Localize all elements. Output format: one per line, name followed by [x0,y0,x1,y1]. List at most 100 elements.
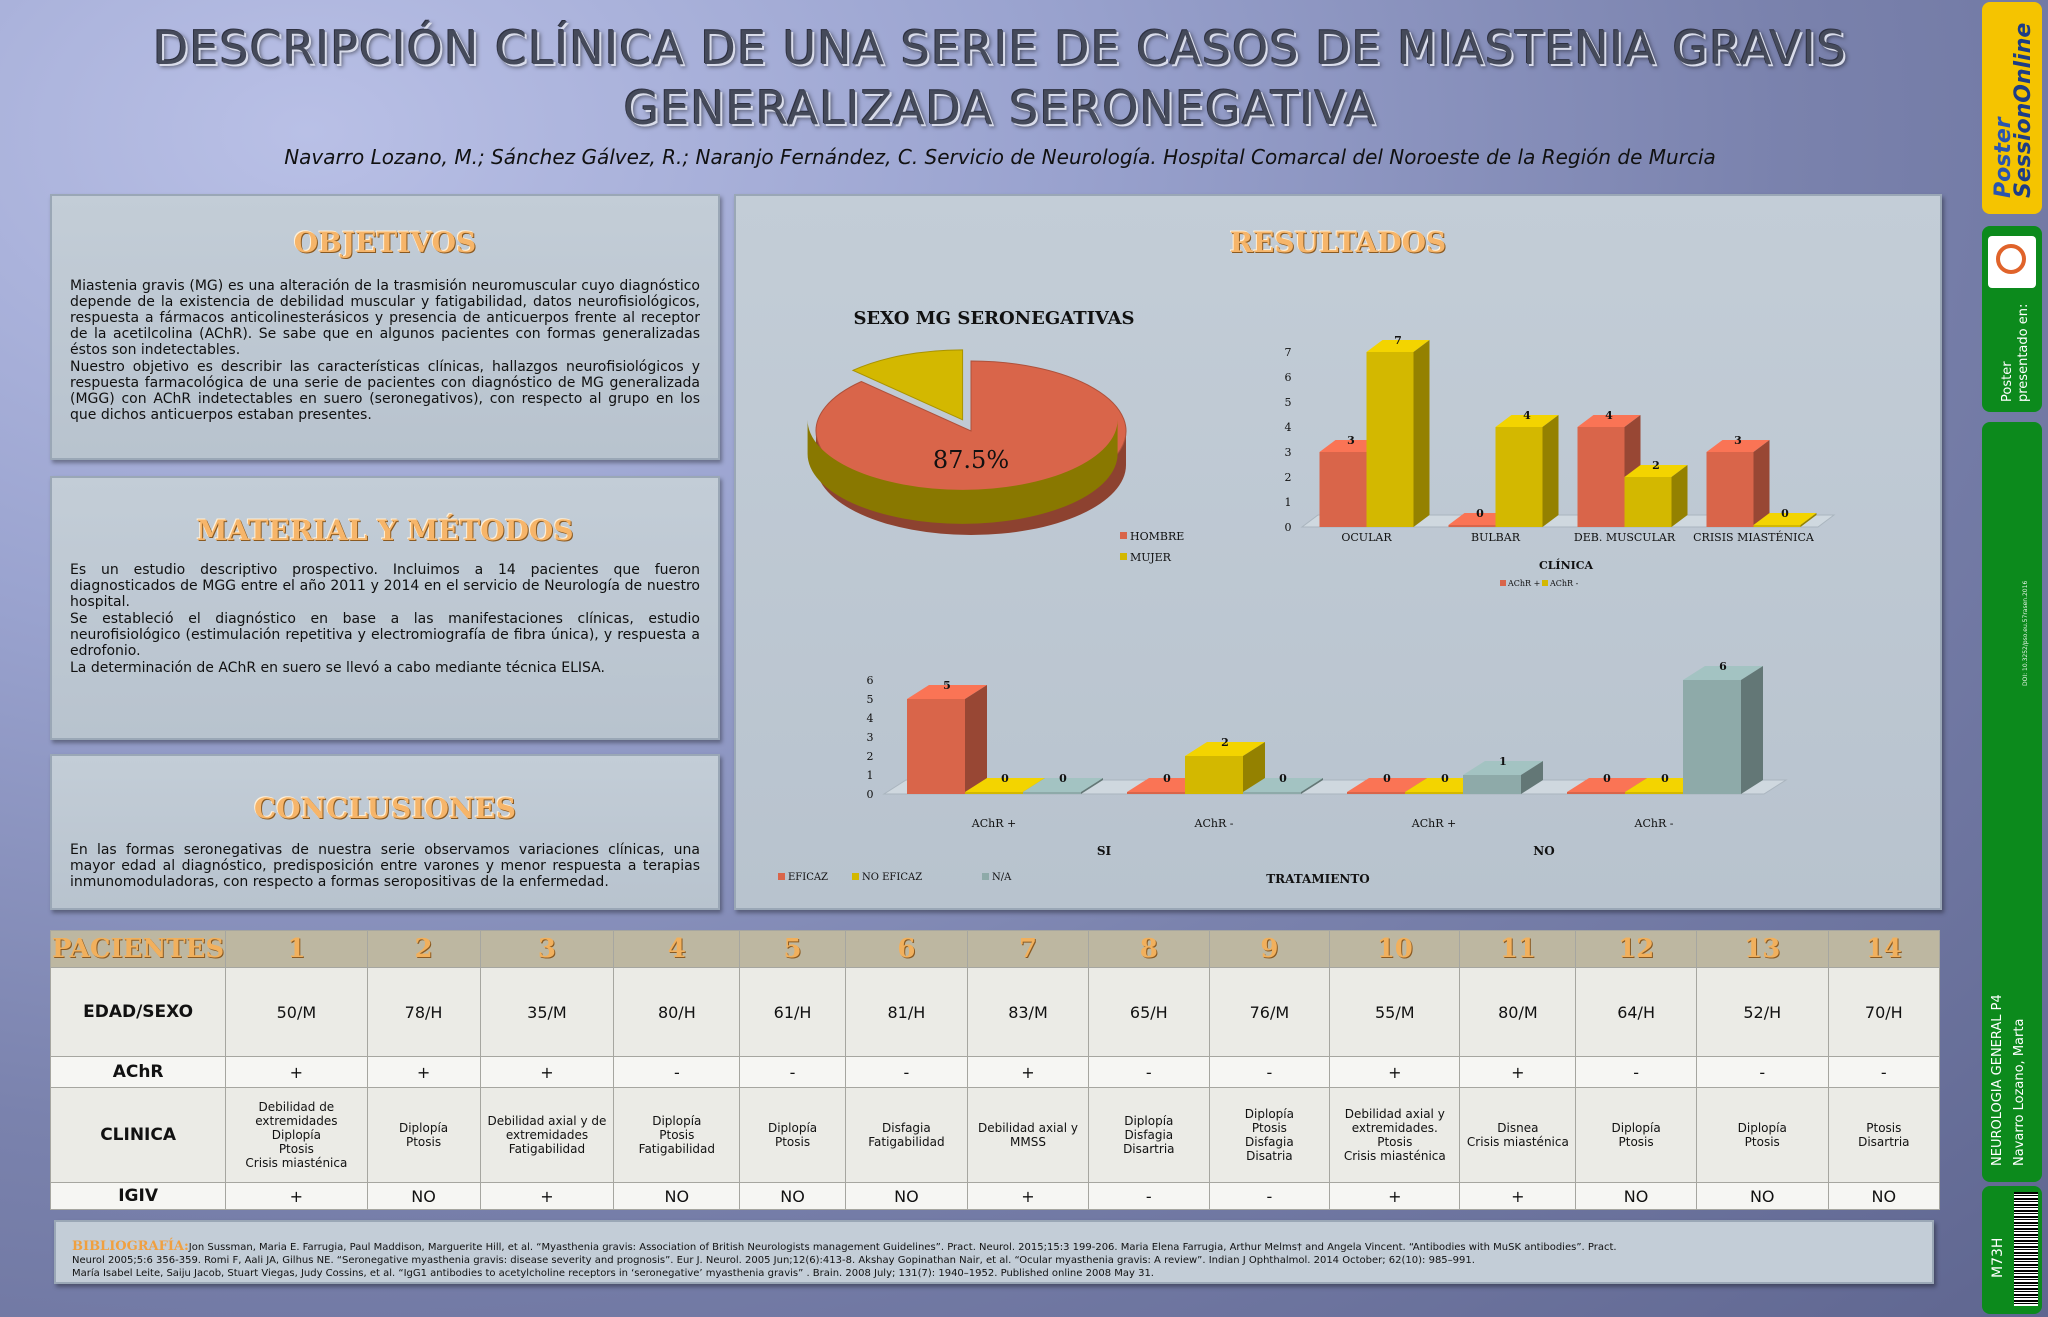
bar [1185,756,1243,794]
metodos-paragraph-3: La determinación de AChR en suero se lle… [70,660,605,676]
edad-cell: 61/H [739,967,846,1057]
bar-value-label: 0 [1059,772,1067,785]
bar-value-label: 0 [1163,772,1171,785]
clinica-cell: Ptosis Disartria [1827,1087,1941,1183]
igiv-cell: - [1087,1182,1210,1210]
legend-label: NO EFICAZ [862,872,922,883]
igiv-cell: NO [1827,1182,1941,1210]
clinica-cell: Diplopía Ptosis Disfagia Disatria [1208,1087,1331,1183]
achr-cell: + [225,1056,368,1088]
y-tick-label: 2 [867,750,874,763]
code-text: M73H [1990,1237,2006,1278]
bar-top [1567,778,1647,792]
patient-number-header: 12 [1575,930,1697,968]
edad-cell: 70/H [1827,967,1941,1057]
logo-box: Poster SessionOnline [1982,2,2042,214]
achr-cell: + [1329,1056,1461,1088]
edad-cell: 55/M [1329,967,1461,1057]
objetivos-paragraph-2: Nuestro objetivo es describir las caract… [70,359,700,423]
bar-side [1521,761,1543,794]
bar-value-label: 5 [943,679,951,692]
bar-value-label: 0 [1476,507,1484,520]
bar-value-label: 0 [1383,772,1391,785]
bar [1567,792,1625,794]
clinica-cell: Debilidad axial y extremidades. Ptosis C… [1329,1087,1461,1183]
igiv-cell: + [1329,1182,1461,1210]
igiv-cell: + [966,1182,1089,1210]
achr-cell: - [1827,1056,1941,1088]
bibliografia-text-1: Jon Sussman, Maria E. Farrugia, Paul Mad… [188,1242,1617,1253]
clinica-cell: Disnea Crisis miasténica [1459,1087,1577,1183]
session-box: DOI: 10.3252/pso.eu.57rasen.2016 NEUROLO… [1982,422,2042,1182]
achr-cell: + [479,1056,615,1088]
clinica-cell: Debilidad axial y MMSS [966,1087,1089,1183]
conclusiones-paragraph-1: En las formas seronegativas de nuestra s… [70,842,700,890]
patients-table: PACIENTES 1 2 3 4 5 6 7 8 9 10 11 12 13 14 EDAD/SEXO … [49,930,1941,1210]
objetivos-text: Miastenia gravis (MG) es una alteración … [70,278,700,424]
edad-cell: 64/H [1575,967,1697,1057]
edad-cell: 78/H [366,967,481,1057]
bibliografia-line-1: BIBLIOGRAFÍA:Jon Sussman, Maria E. Farru… [72,1240,1916,1254]
igiv-cell: + [1459,1182,1577,1210]
y-tick-label: 6 [867,674,874,687]
clinica-label: CLINICA [49,1087,227,1183]
x-category-label: BULBAR [1471,531,1521,544]
bibliografia-panel: BIBLIOGRAFÍA:Jon Sussman, Maria E. Farru… [54,1220,1934,1284]
bar-top [1683,666,1763,680]
achr-cell: + [966,1056,1089,1088]
clinica-cell: Debilidad de extremidades Diplopía Ptosi… [225,1087,368,1183]
patient-number-header: 10 [1329,930,1461,968]
edad-cell: 83/M [966,967,1089,1057]
bar-value-label: 0 [1001,772,1009,785]
bar-top [1023,778,1103,792]
legend-swatch [778,873,785,880]
legend-label: AChR + [1507,579,1540,588]
pie-title: SEXO MG SERONEGATIVAS [853,308,1134,329]
bar-value-label: 2 [1221,736,1229,749]
bar [1683,680,1741,794]
pie-data-label: 87.5% [933,446,1009,474]
bar [1495,427,1543,527]
bar-value-label: 2 [1652,459,1660,472]
y-tick-label: 1 [867,769,874,782]
x-category-label: AChR - [1634,817,1674,830]
x-axis-title: TRATAMIENTO [1266,872,1370,886]
bar [1624,477,1672,527]
clinica-row: CLINICA Debilidad de extremidades Diplop… [49,1087,1941,1183]
clinica-cell: Diplopía Disfagia Disartria [1087,1087,1210,1183]
objetivos-panel: OBJETIVOS Miastenia gravis (MG) es una a… [50,194,720,460]
edad-cell: 35/M [479,967,615,1057]
bar-top [1624,465,1688,477]
clinica-bar-chart: 0 1 2 3 4 5 6 7 3 7 OCULAR 0 4 BULBAR 4 2 DEB. MUSCULAR 3… [1285,334,1836,588]
clinica-cell: Diplopía Ptosis [366,1087,481,1183]
achr-cell: + [1459,1056,1577,1088]
bar-side [1243,742,1265,794]
metodos-title: MATERIAL Y MÉTODOS [196,514,574,547]
y-tick-label: 4 [1285,421,1292,434]
bar-side [1081,778,1103,794]
edad-cell: 80/H [613,967,741,1057]
achr-cell: + [366,1056,481,1088]
bar [1448,525,1496,527]
y-tick-label: 3 [1285,446,1292,459]
tratamiento-bar-chart: 0 1 2 3 4 5 6 5 0 0 AChR + 0 2 0 AChR - 0 0 1 AChR + 0 0 6 ACh… [778,660,1788,886]
igiv-cell: NO [1695,1182,1829,1210]
edad-cell: 50/M [225,967,368,1057]
poster-title: DESCRIPCIÓN CLÍNICA DE UNA SERIE DE CASO… [60,18,1940,138]
bar-top [1706,440,1770,452]
x-category-label: CRISIS MIASTÉNICA [1693,530,1815,544]
igiv-cell: NO [844,1182,968,1210]
igiv-cell: - [1208,1182,1331,1210]
igiv-cell: + [479,1182,615,1210]
bar-top [1366,340,1430,352]
patient-number-header: 9 [1208,930,1331,968]
bar [1243,792,1301,794]
legend-swatch [1500,580,1506,586]
bar-value-label: 0 [1661,772,1669,785]
x-category-label: DEB. MUSCULAR [1574,531,1676,544]
x-category-label: AChR - [1194,817,1234,830]
table-header-row: PACIENTES 1 2 3 4 5 6 7 8 9 10 11 12 13 14 [49,930,1941,968]
metodos-text: Es un estudio descriptivo prospectivo. I… [70,562,700,677]
poster-title-line1: DESCRIPCIÓN CLÍNICA DE UNA SERIE DE CASO… [153,21,1847,75]
bar-value-label: 0 [1603,772,1611,785]
